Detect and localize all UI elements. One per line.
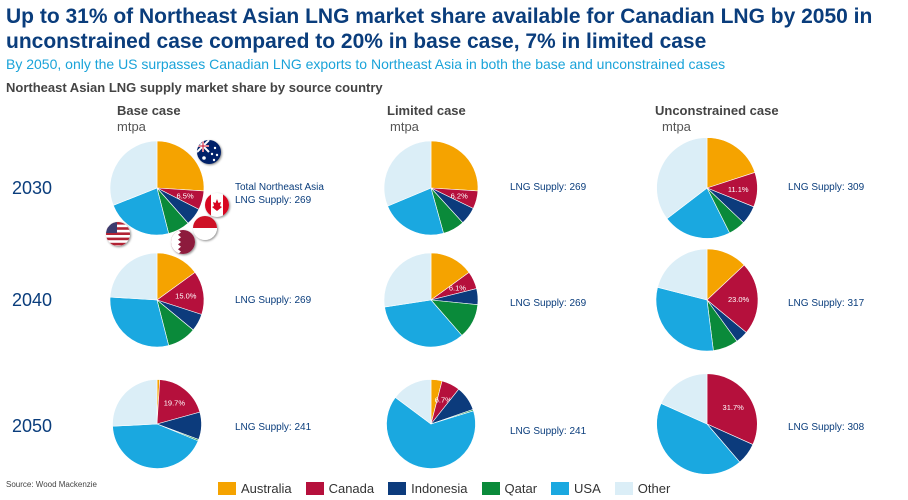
chart-legend: Australia Canada Indonesia Qatar USA Oth… <box>218 481 670 496</box>
pie-limited-case-2050-slice-other <box>394 379 432 425</box>
pie-base-case-2050-slice-usa <box>112 423 199 469</box>
pie-unconstrained-case-2050-canada-label: 31.7% <box>723 403 745 412</box>
pie-base-case-2030-slice-usa <box>112 187 170 236</box>
pie-limited-case-2050-slice-usa <box>386 396 476 469</box>
supply-label-base-2040: LNG Supply: 269 <box>235 295 312 306</box>
supply-label-limited-2050: LNG Supply: 241 <box>510 426 587 437</box>
pie-base-case-2040-slice-other <box>109 252 158 301</box>
pie-limited-case-2040-canada-label: 6.1% <box>449 284 466 293</box>
column-unit-limited: mtpa <box>390 119 419 134</box>
supply-label-limited-2040: LNG Supply: 269 <box>510 298 587 309</box>
pie-unconstrained-case-2030-slice-other <box>656 137 708 220</box>
legend-item-australia: Australia <box>218 481 292 496</box>
legend-label-usa: USA <box>574 481 601 496</box>
pie-unconstrained-case-2030: 11.1% <box>656 137 758 239</box>
source-note: Source: Wood Mackenzie <box>6 480 98 489</box>
pie-limited-case-2030: 6.2% <box>383 140 479 236</box>
pie-limited-case-2040-slice-other <box>383 252 432 308</box>
pie-limited-case-2040-slice-usa <box>384 299 463 348</box>
pie-limited-case-2030-slice-other <box>383 140 432 207</box>
legend-item-indonesia: Indonesia <box>388 481 468 496</box>
row-label-2050: 2050 <box>12 416 53 436</box>
row-label-2040: 2040 <box>12 290 53 310</box>
pie-limited-case-2040: 6.1% <box>383 252 479 348</box>
pie-unconstrained-case-2050-slice-usa <box>656 403 741 475</box>
pie-base-case-2050-canada-label: 19.7% <box>164 399 186 408</box>
pie-unconstrained-case-2030-canada-label: 11.1% <box>728 185 749 194</box>
legend-swatch-indonesia <box>388 482 407 495</box>
supply-label-limited-2030: LNG Supply: 269 <box>510 182 587 193</box>
pie-limited-case-2050: 6.7% <box>386 379 476 469</box>
pie-base-case-2030-slice-other <box>109 140 158 206</box>
legend-label-other: Other <box>637 481 671 496</box>
supply-label-unconstrained-2030: LNG Supply: 309 <box>788 182 865 193</box>
supply-label-base-2050: LNG Supply: 241 <box>235 422 312 433</box>
legend-label-australia: Australia <box>241 481 292 496</box>
pie-limited-case-2030-canada-label: 6.2% <box>451 191 468 200</box>
pie-unconstrained-case-2040: 23.0% <box>655 248 759 352</box>
legend-swatch-qatar <box>481 482 500 495</box>
legend-item-usa: USA <box>551 481 601 496</box>
usa-flag-icon <box>106 222 130 246</box>
legend-swatch-other <box>614 482 633 495</box>
column-header-base: Base case <box>117 103 181 118</box>
legend-label-indonesia: Indonesia <box>411 481 468 496</box>
legend-item-qatar: Qatar <box>481 481 538 496</box>
row-label-2030: 2030 <box>12 178 53 198</box>
pie-unconstrained-case-2040-canada-label: 23.0% <box>728 295 750 304</box>
pie-unconstrained-case-2050-slice-other <box>660 373 708 425</box>
legend-item-canada: Canada <box>305 481 375 496</box>
legend-label-qatar: Qatar <box>504 481 538 496</box>
supply-label-unconstrained-2050: LNG Supply: 308 <box>788 422 865 433</box>
pie-base-case-2040-canada-label: 15.0% <box>175 291 197 300</box>
pie-base-case-2040-slice-usa <box>109 296 170 348</box>
pie-unconstrained-case-2050: 31.7% <box>656 373 758 475</box>
pie-limited-case-2030-slice-australia <box>430 140 479 192</box>
legend-label-canada: Canada <box>328 481 375 496</box>
legend-swatch-australia <box>218 482 236 495</box>
column-unit-base: mtpa <box>117 119 146 134</box>
column-unit-unconstrained: mtpa <box>662 119 691 134</box>
supply-label-unconstrained-2040: LNG Supply: 317 <box>788 298 865 309</box>
legend-item-other: Other <box>614 481 671 496</box>
pie-unconstrained-case-2040-slice-other <box>657 248 708 301</box>
page-title: Up to 31% of Northeast Asian LNG market … <box>6 5 873 53</box>
column-header-limited: Limited case <box>387 103 466 118</box>
pie-base-case-2050-slice-other <box>112 379 158 427</box>
pie-base-case-2030: 6.5% <box>109 140 205 236</box>
canada-flag-icon <box>205 193 229 217</box>
column-header-unconstrained: Unconstrained case <box>655 103 779 118</box>
page-subtitle: By 2050, only the US surpasses Canadian … <box>6 56 726 72</box>
pie-base-case-2050: 19.7% <box>112 379 202 469</box>
chart-title: Northeast Asian LNG supply market share … <box>6 80 383 95</box>
supply-label-base-2030: Total Northeast Asia LNG Supply: 269 <box>235 182 324 206</box>
pie-base-case-2030-canada-label: 6.5% <box>177 192 194 201</box>
pie-limited-case-2030-slice-usa <box>387 187 444 236</box>
pie-base-case-2030-slice-australia <box>156 140 205 192</box>
pie-unconstrained-case-2050-slice-canada <box>706 373 758 445</box>
qatar-flag-icon <box>171 230 195 254</box>
legend-swatch-usa <box>551 482 570 495</box>
pie-limited-case-2050-canada-label: 6.7% <box>435 395 452 404</box>
legend-swatch-canada <box>305 482 324 495</box>
pie-unconstrained-case-2040-slice-canada <box>706 264 759 333</box>
pie-base-case-2050-slice-canada <box>156 379 201 425</box>
australia-flag-icon <box>197 140 221 164</box>
pie-unconstrained-case-2030-slice-usa <box>666 187 730 239</box>
pie-base-case-2040: 15.0% <box>109 252 205 348</box>
pie-unconstrained-case-2030-slice-australia <box>706 137 756 189</box>
pie-unconstrained-case-2040-slice-usa <box>655 286 714 352</box>
indonesia-flag-icon <box>193 216 217 240</box>
